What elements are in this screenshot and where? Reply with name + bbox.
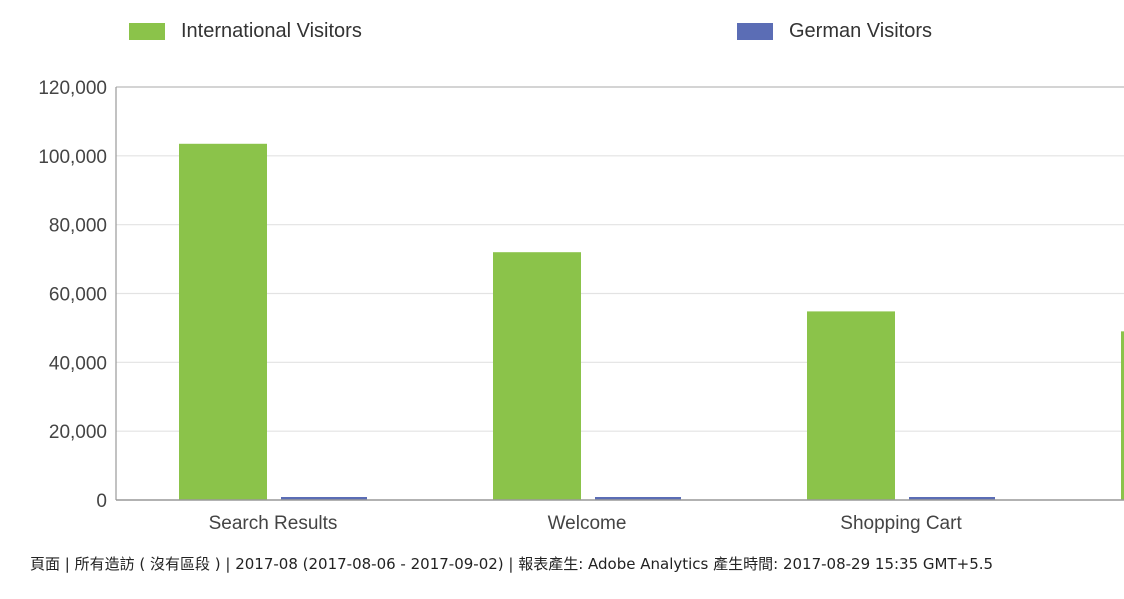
legend-swatch-german-visitors	[737, 22, 773, 40]
grid-layer	[116, 86, 1124, 432]
y-tick-label: 20,000	[49, 422, 107, 443]
bar-german-0[interactable]	[281, 497, 367, 500]
y-tick-label: 0	[96, 491, 107, 512]
x-tick-label: Search Results	[209, 513, 338, 534]
legend-item-german-visitors[interactable]: German Visitors	[737, 18, 932, 44]
legend-label-german-visitors: German Visitors	[789, 19, 933, 42]
bar-german-2[interactable]	[909, 497, 995, 500]
legend-label-international-visitors: International Visitors	[181, 19, 362, 42]
label-layer: 0 20,000 40,000 60,000 80,000 100,000 120,000 S…	[38, 78, 962, 534]
bar-international-3[interactable]	[1121, 331, 1124, 500]
y-tick-label: 120,000	[38, 78, 107, 99]
bar-international-1[interactable]	[493, 252, 581, 500]
legend-swatch-international-visitors	[129, 22, 165, 40]
x-tick-label: Shopping Cart	[840, 513, 962, 534]
y-tick-label: 80,000	[49, 216, 107, 237]
bar-german-1[interactable]	[595, 497, 681, 500]
y-tick-label: 40,000	[49, 353, 107, 374]
axis-layer	[115, 87, 1124, 501]
y-tick-label: 100,000	[38, 147, 107, 168]
report-footer: 頁面 | 所有造訪 ( 沒有區段 ) | 2017-08 (2017-08-06…	[30, 555, 994, 573]
x-tick-label: Welcome	[548, 513, 627, 534]
bar-layer	[179, 143, 1124, 500]
legend-item-international-visitors[interactable]: International Visitors	[129, 18, 362, 44]
bar-international-0[interactable]	[179, 143, 267, 500]
bar-international-2[interactable]	[807, 311, 895, 500]
chart-legend: International Visitors German Visitors	[0, 18, 1124, 44]
y-tick-label: 60,000	[49, 285, 107, 306]
